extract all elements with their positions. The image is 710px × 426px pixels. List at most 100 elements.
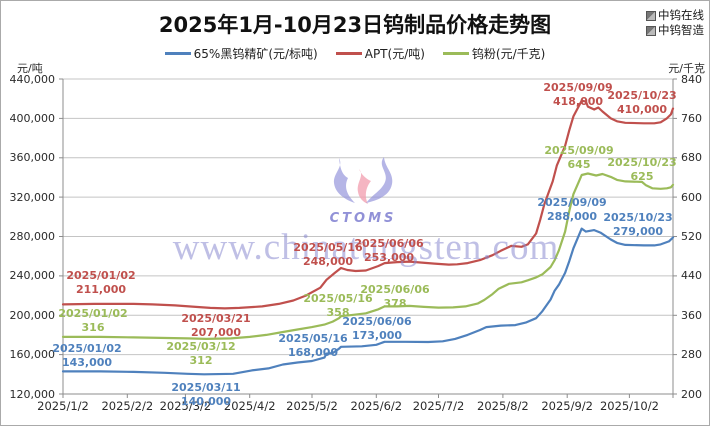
x-axis-label: 2025/1/2 bbox=[37, 399, 89, 413]
annotation-date: 2025/09/09 bbox=[537, 196, 607, 209]
x-axis-label: 2025/4/2 bbox=[223, 399, 276, 413]
x-axis-label: 2025/9/2 bbox=[541, 399, 593, 413]
annotation-date: 2025/10/23 bbox=[603, 211, 673, 224]
y-axis-label-right: 520 bbox=[681, 230, 702, 243]
annotation-value: 211,000 bbox=[75, 283, 127, 296]
y-axis-label-left: 360,000 bbox=[9, 151, 56, 165]
annotation-value: 316 bbox=[81, 321, 105, 334]
legend-swatch-apt bbox=[335, 52, 362, 55]
x-axis-label: 2025/2/2 bbox=[101, 399, 154, 413]
annotation-apt: 2025/10/23 410,000 bbox=[607, 89, 676, 117]
legend-item-powder: 钨粉(元/千克) bbox=[442, 45, 546, 62]
left-axis-unit: 元/吨 bbox=[17, 62, 43, 75]
annotation-value: 312 bbox=[189, 354, 213, 367]
annotation-concentrate: 2025/03/11 140,000 bbox=[171, 381, 240, 409]
annotation-value: 410,000 bbox=[616, 103, 668, 116]
y-axis-label-left: 160,000 bbox=[9, 348, 56, 362]
annotation-date: 2025/06/06 bbox=[360, 283, 430, 296]
legend-item-apt: APT(元/吨) bbox=[335, 45, 425, 62]
chinatungsten-online-icon bbox=[646, 10, 656, 21]
annotation-date: 2025/09/09 bbox=[544, 144, 614, 157]
y-axis-label-right: 760 bbox=[681, 111, 702, 125]
x-axis-label: 2025/10/2 bbox=[599, 399, 659, 413]
annotation-value: 645 bbox=[567, 158, 591, 171]
right-axis-unit: 元/千克 bbox=[668, 62, 705, 75]
annotation-value: 288,000 bbox=[546, 210, 598, 223]
annotation-date: 2025/01/02 bbox=[58, 307, 128, 320]
annotation-concentrate: 2025/05/16 168,000 bbox=[278, 332, 347, 360]
annotation-apt: 2025/06/06 253,000 bbox=[354, 237, 423, 265]
annotation-value: 248,000 bbox=[302, 255, 354, 268]
y-axis-label-right: 440 bbox=[681, 269, 702, 283]
chart-title: 2025年1月-10月23日钨制品价格走势图 bbox=[158, 13, 552, 37]
annotation-powder: 2025/10/23 625 bbox=[607, 156, 676, 184]
annotation-value: 207,000 bbox=[190, 326, 242, 339]
annotation-value: 168,000 bbox=[287, 346, 339, 359]
y-axis-label-left: 320,000 bbox=[9, 190, 56, 204]
y-axis-label-right: 280 bbox=[681, 348, 702, 362]
y-axis-label-left: 200,000 bbox=[9, 308, 56, 322]
annotation-date: 2025/06/06 bbox=[354, 237, 424, 250]
series-line-apt bbox=[61, 99, 675, 310]
legend-label-apt: APT(元/吨) bbox=[364, 47, 425, 61]
annotation-powder: 2025/01/02 316 bbox=[58, 307, 127, 335]
legend-label-concentrate: 65%黑钨精矿(元/标吨) bbox=[193, 47, 318, 61]
annotation-date: 2025/03/12 bbox=[166, 340, 236, 353]
y-axis-label-left: 280,000 bbox=[9, 230, 56, 243]
y-axis-label-right: 360 bbox=[681, 308, 702, 322]
annotation-powder: 2025/09/09 645 bbox=[544, 144, 613, 172]
series-line-powder bbox=[61, 172, 675, 340]
chinatungsten-smart-icon bbox=[646, 25, 656, 36]
y-axis-label-left: 440,000 bbox=[9, 72, 56, 86]
legend-swatch-powder bbox=[442, 52, 469, 55]
annotation-powder: 2025/05/16 358 bbox=[303, 292, 372, 320]
annotation-value: 173,000 bbox=[351, 329, 403, 342]
annotation-concentrate: 2025/01/02 143,000 bbox=[52, 342, 121, 370]
brand-block: 中钨在线 中钨智造 bbox=[646, 8, 704, 38]
annotation-date: 2025/06/06 bbox=[342, 315, 412, 328]
annotation-concentrate: 2025/09/09 288,000 bbox=[537, 196, 606, 224]
y-axis-label-left: 400,000 bbox=[9, 111, 56, 125]
brand-line2: 中钨智造 bbox=[658, 23, 704, 37]
annotation-date: 2025/03/11 bbox=[171, 381, 241, 394]
annotation-apt: 2025/03/21 207,000 bbox=[181, 312, 250, 340]
annotation-value: 143,000 bbox=[61, 356, 113, 369]
annotation-value: 140,000 bbox=[180, 395, 232, 408]
annotation-date: 2025/05/16 bbox=[293, 241, 363, 254]
legend: 65%黑钨精矿(元/标吨) APT(元/吨) 钨粉(元/千克) bbox=[1, 45, 709, 62]
annotation-apt: 2025/01/02 211,000 bbox=[66, 269, 135, 297]
annotation-date: 2025/05/16 bbox=[278, 332, 348, 345]
x-axis-label: 2025/5/2 bbox=[286, 399, 338, 413]
annotation-date: 2025/03/21 bbox=[181, 312, 251, 325]
y-axis-label-left: 240,000 bbox=[9, 269, 56, 283]
annotation-concentrate: 2025/10/23 279,000 bbox=[603, 211, 672, 239]
annotation-date: 2025/09/09 bbox=[543, 81, 613, 94]
x-axis-label: 2025/6/2 bbox=[350, 399, 403, 413]
annotation-date: 2025/10/23 bbox=[607, 156, 677, 169]
annotation-date: 2025/05/16 bbox=[303, 292, 373, 305]
annotation-powder: 2025/03/12 312 bbox=[166, 340, 235, 368]
annotation-value: 625 bbox=[630, 170, 654, 183]
annotation-value: 279,000 bbox=[612, 225, 664, 238]
annotation-concentrate: 2025/06/06 173,000 bbox=[342, 315, 411, 343]
annotation-value: 378 bbox=[383, 297, 407, 310]
brand-row: 中钨智造 bbox=[646, 23, 704, 38]
x-axis-label: 2025/8/2 bbox=[477, 399, 529, 413]
annotation-powder: 2025/06/06 378 bbox=[360, 283, 429, 311]
annotation-value: 358 bbox=[326, 306, 350, 319]
y-axis-label-right: 680 bbox=[681, 151, 702, 165]
legend-item-concentrate: 65%黑钨精矿(元/标吨) bbox=[164, 45, 318, 62]
x-axis-label: 2025/7/2 bbox=[412, 399, 465, 413]
annotation-value: 253,000 bbox=[363, 251, 415, 264]
legend-swatch-concentrate bbox=[164, 52, 191, 55]
y-axis-label-left: 120,000 bbox=[9, 387, 56, 401]
y-axis-label-right: 600 bbox=[681, 190, 702, 204]
annotation-date: 2025/01/02 bbox=[66, 269, 136, 282]
brand-row: 中钨在线 bbox=[646, 8, 704, 23]
x-axis-label: 2025/3/2 bbox=[159, 399, 212, 413]
legend-label-powder: 钨粉(元/千克) bbox=[471, 47, 546, 61]
brand-line1: 中钨在线 bbox=[658, 8, 704, 22]
annotation-date: 2025/10/23 bbox=[607, 89, 677, 102]
